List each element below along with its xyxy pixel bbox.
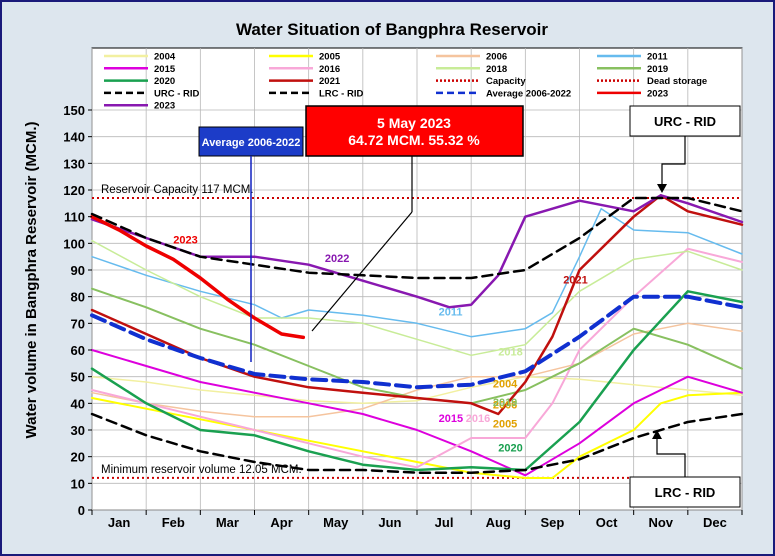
x-tick-label-oct: Oct — [596, 515, 618, 530]
x-tick-label-jul: Jul — [435, 515, 454, 530]
legend-label: 2006 — [486, 52, 507, 63]
y-tick-label: 110 — [64, 210, 85, 225]
legend-label: 2023 — [154, 101, 175, 112]
y-axis: 0 10 20 30 40 50 60 70 80 90 100 110 120 130 140 150 — [63, 103, 92, 518]
series-layer — [90, 194, 744, 479]
average-box — [198, 126, 304, 157]
lrc-pointer — [656, 437, 686, 477]
series-line-2022 — [90, 194, 744, 309]
chart-title: Water Situation of Bangphra Reservoir — [236, 20, 548, 39]
urc-box-label: URC - RID — [654, 114, 716, 129]
reference-line-label: Reservoir Capacity 117 MCM. — [101, 184, 254, 196]
callout-value: 64.72 MCM. 55.32 % — [348, 132, 480, 148]
series-label-2020: 2020 — [498, 442, 522, 454]
y-tick-label: 70 — [71, 316, 85, 331]
series-label-2019: 2019 — [493, 397, 517, 409]
legend-label: URC - RID — [154, 88, 200, 99]
x-tick-label-jun: Jun — [378, 515, 401, 530]
y-tick-label: 40 — [71, 396, 85, 411]
legend-label: 2004 — [154, 52, 176, 63]
legend-label: 2018 — [486, 64, 507, 75]
y-tick-label: 140 — [63, 130, 85, 145]
y-tick-label: 60 — [71, 343, 85, 358]
series-line-2023 — [90, 214, 306, 340]
x-axis: Jan Feb Mar Apr May Jun Jul Aug Sep Oct Nov Dec — [91, 510, 743, 530]
lrc-box-label: LRC - RID — [655, 485, 716, 500]
series-label-2022: 2022 — [325, 253, 349, 265]
x-tick-label-mar: Mar — [216, 515, 239, 530]
legend-label: Average 2006-2022 — [486, 88, 571, 99]
y-tick-label: 130 — [63, 156, 85, 171]
average-box-label: Average 2006-2022 — [202, 137, 301, 149]
y-axis-label: Water volume in Bangphra Reservoir (MCM.… — [23, 122, 40, 439]
series-label-2016: 2016 — [466, 413, 490, 425]
urc-arrowhead — [657, 184, 667, 193]
lrc-box — [629, 476, 741, 508]
legend-label: 2011 — [647, 52, 668, 63]
x-tick-label-dec: Dec — [703, 515, 727, 530]
x-tick-label-may: May — [323, 515, 349, 530]
series-label-2011: 2011 — [439, 306, 463, 318]
series-line-average-2006-2022 — [90, 294, 744, 390]
series-label-2023: 2023 — [173, 234, 197, 246]
series-line-2016 — [91, 247, 743, 469]
legend-label: 2016 — [319, 64, 340, 75]
legend-label: 2019 — [647, 64, 668, 75]
series-line-2004 — [91, 375, 743, 405]
y-tick-label: 50 — [71, 370, 85, 385]
x-tick-label-jan: Jan — [108, 515, 130, 530]
y-tick-label: 10 — [71, 476, 85, 491]
series-line-2020 — [90, 290, 744, 472]
series-labels: 2004 2005 2006 2011 2015 2016 2018 2019 2020 2021… — [173, 234, 587, 454]
x-tick-label-feb: Feb — [162, 515, 185, 530]
annotations: Average 2006-2022 5 May 2023 64.72 MCM. … — [198, 105, 741, 508]
series-line-2021 — [90, 194, 744, 416]
urc-box — [629, 105, 741, 137]
y-tick-label: 20 — [71, 450, 85, 465]
legend-label: 2020 — [154, 76, 175, 87]
series-label-2006: 2006 — [493, 400, 517, 412]
lrc-arrowhead — [652, 430, 662, 439]
series-line-urc-rid — [90, 196, 744, 280]
legend-label: 2005 — [319, 52, 341, 63]
y-tick-label: 150 — [63, 103, 85, 118]
series-line-2015 — [91, 349, 743, 477]
x-tick-label-apr: Apr — [270, 515, 292, 530]
reference-line-label: Minimum reservoir volume 12.05 MCM. — [101, 464, 302, 476]
callout-box — [305, 105, 524, 157]
urc-pointer — [661, 136, 686, 186]
x-tick-label-aug: Aug — [486, 515, 511, 530]
legend-label: 2015 — [154, 64, 176, 75]
series-label-2021: 2021 — [563, 274, 587, 286]
callout-pointer-diagonal — [311, 211, 413, 332]
series-line-2006 — [91, 322, 743, 418]
series-line-2018 — [91, 239, 743, 357]
legend-label: Dead storage — [647, 76, 707, 87]
series-label-2015: 2015 — [439, 413, 463, 425]
y-tick-label: 90 — [71, 263, 85, 278]
legend-label: 2023 — [647, 88, 668, 99]
series-label-2005: 2005 — [493, 418, 517, 430]
series-label-2004: 2004 — [493, 378, 518, 390]
legend-label: 2021 — [319, 76, 341, 87]
callout-date: 5 May 2023 — [377, 115, 451, 131]
legend-label: Capacity — [486, 76, 526, 87]
legend: 2004 2005 2006 2011 2015 2016 2018 2019 2020 2021… — [104, 52, 707, 112]
y-tick-label: 100 — [63, 236, 85, 251]
y-tick-label: 120 — [63, 183, 85, 198]
legend-label: LRC - RID — [319, 88, 363, 99]
y-tick-label: 30 — [71, 423, 85, 438]
x-tick-label-sep: Sep — [540, 515, 564, 530]
reference-lines: Reservoir Capacity 117 MCM. Minimum reser… — [92, 184, 742, 479]
series-line-lrc-rid — [90, 412, 744, 474]
y-tick-label: 0 — [78, 503, 85, 518]
y-tick-label: 80 — [71, 290, 85, 305]
series-label-2018: 2018 — [498, 346, 522, 358]
x-tick-label-nov: Nov — [648, 515, 673, 530]
